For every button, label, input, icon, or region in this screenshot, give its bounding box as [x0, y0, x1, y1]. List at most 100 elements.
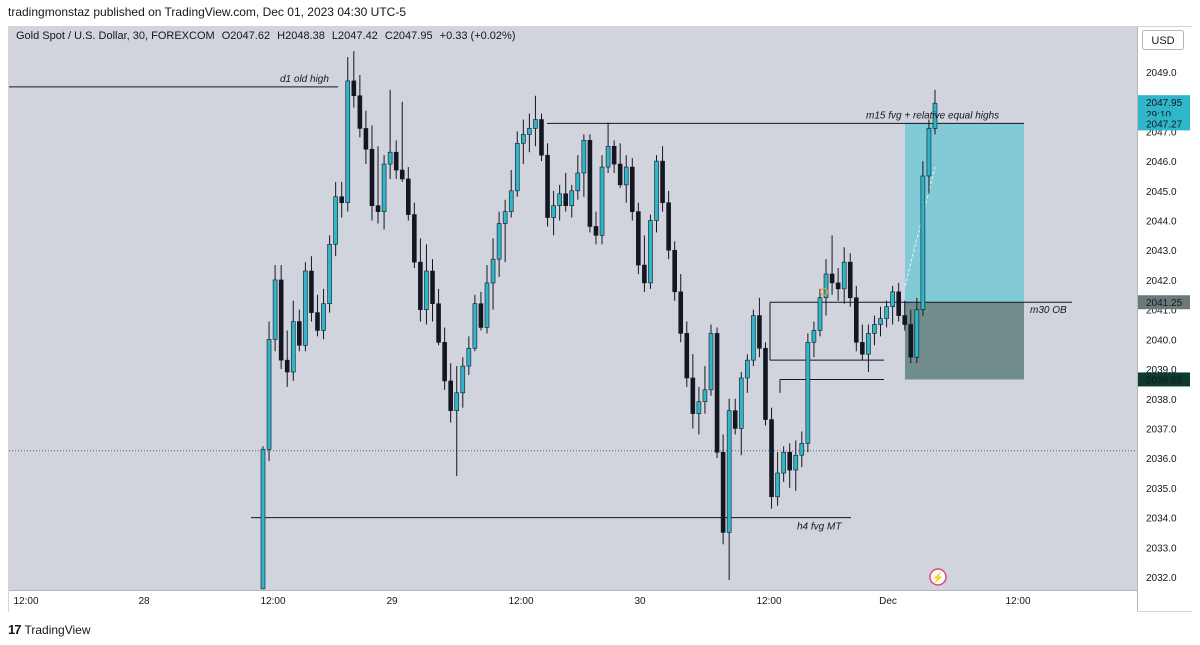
- candle-body: [714, 333, 720, 453]
- candle-body: [533, 119, 538, 129]
- candle-body: [351, 80, 357, 97]
- publish-line: tradingmonstaz published on TradingView.…: [8, 5, 407, 19]
- candle-body: [514, 142, 520, 192]
- candle-body: [569, 190, 575, 206]
- candle-body: [890, 291, 895, 307]
- price-tick-label: 2049.0: [1146, 68, 1177, 79]
- candle-body: [775, 472, 780, 498]
- candle-body: [751, 315, 756, 361]
- price-tick-label: 2043.0: [1146, 246, 1177, 257]
- candle-body: [418, 261, 423, 310]
- candle-body: [835, 282, 841, 290]
- price-tick-label: 2046.0: [1146, 157, 1177, 168]
- annotation-m15-fvg: m15 fvg + relative equal highs: [866, 110, 999, 121]
- time-tick-label: 12:00: [13, 596, 38, 607]
- price-tick-label: 2041.0: [1146, 306, 1177, 317]
- candle-body: [303, 270, 308, 346]
- price-tick-label: 2036.0: [1146, 454, 1177, 465]
- time-axis[interactable]: [9, 590, 1137, 612]
- candle-body: [932, 102, 938, 129]
- price-label-bg: [1138, 372, 1190, 387]
- annotation-h4-fvg: h4 fvg MT: [797, 522, 842, 533]
- candle-body: [866, 333, 871, 355]
- price-tick-label: 2037.0: [1146, 424, 1177, 435]
- candle-body: [853, 297, 859, 343]
- tradingview-logo-icon: 17: [8, 622, 22, 637]
- time-tick-label: 29: [386, 596, 398, 607]
- candle-body: [611, 145, 617, 165]
- candle-body: [387, 151, 393, 165]
- time-tick-label: 12:00: [1005, 596, 1030, 607]
- time-tick-label: 28: [138, 596, 150, 607]
- candle-body: [799, 443, 805, 456]
- price-label-value: 2047.27: [1146, 119, 1183, 130]
- candle-body: [405, 178, 411, 215]
- price-tick-label: 2044.0: [1146, 217, 1177, 228]
- candle-body: [466, 347, 472, 367]
- legend-change: +0.33 (+0.02%): [439, 30, 516, 42]
- candle-body: [321, 303, 326, 331]
- candle-body: [847, 261, 853, 299]
- candle-body: [860, 342, 865, 355]
- candle-body: [496, 223, 502, 260]
- candle-body: [684, 333, 690, 379]
- candle-body: [763, 347, 768, 420]
- time-tick-label: 30: [634, 596, 646, 607]
- candle-body: [339, 196, 345, 204]
- order-block-zone: [905, 302, 1024, 380]
- time-tick-label: 12:00: [508, 596, 533, 607]
- candle-body: [872, 324, 877, 334]
- candle-body: [436, 303, 441, 343]
- candle-body: [587, 140, 593, 227]
- candle-body: [745, 359, 750, 379]
- price-tick-label: 2033.0: [1146, 543, 1177, 554]
- lightning-icon[interactable]: [929, 568, 947, 586]
- candle-body: [545, 154, 550, 218]
- candle-body: [605, 145, 611, 168]
- candle-body: [896, 291, 901, 316]
- candle-body: [315, 312, 320, 331]
- candle-body: [442, 342, 447, 382]
- candle-body: [430, 270, 435, 305]
- candle-body: [563, 193, 569, 206]
- candle-body: [720, 451, 726, 533]
- candle-body: [472, 303, 478, 349]
- publish-info-bar: tradingmonstaz published on TradingView.…: [0, 0, 1200, 24]
- candle-body: [908, 324, 914, 358]
- candle-body: [672, 249, 677, 293]
- candle-body: [793, 454, 799, 471]
- price-tick-label: 2032.0: [1146, 573, 1177, 584]
- legend-low: L2047.42: [331, 30, 378, 42]
- candle-body: [266, 339, 272, 450]
- candle-body: [551, 205, 556, 218]
- legend-high: H2048.38: [277, 30, 325, 42]
- candle-body: [260, 448, 266, 590]
- candle-body: [527, 128, 532, 135]
- price-tick-label: 2039.0: [1146, 365, 1177, 376]
- candle-body: [841, 261, 847, 290]
- candle-body: [738, 377, 744, 429]
- price-label-bg: [1138, 295, 1190, 310]
- candle-body: [920, 175, 926, 310]
- candle-body: [654, 160, 659, 221]
- current-price-value: 2047.95: [1146, 98, 1183, 109]
- bar-countdown: 29:10: [1146, 110, 1171, 121]
- legend-open: O2047.62: [221, 30, 271, 42]
- currency-button[interactable]: USD: [1142, 30, 1184, 50]
- candle-body: [399, 169, 405, 180]
- candle-body: [599, 166, 605, 236]
- candle-body: [363, 128, 369, 150]
- candle-body: [726, 410, 732, 533]
- alert-marker-icon[interactable]: [819, 287, 829, 296]
- candle-body: [690, 377, 696, 414]
- candle-body: [381, 163, 387, 212]
- price-tick-label: 2047.0: [1146, 127, 1177, 138]
- annotation-d1-old-high: d1 old high: [280, 74, 329, 85]
- candle-body: [666, 202, 671, 251]
- candle-body: [375, 205, 381, 212]
- annotation-m30-ob: m30 OB: [1030, 305, 1067, 316]
- candle-body: [369, 148, 375, 206]
- price-tick-label: 2035.0: [1146, 484, 1177, 495]
- candle-body: [757, 315, 762, 349]
